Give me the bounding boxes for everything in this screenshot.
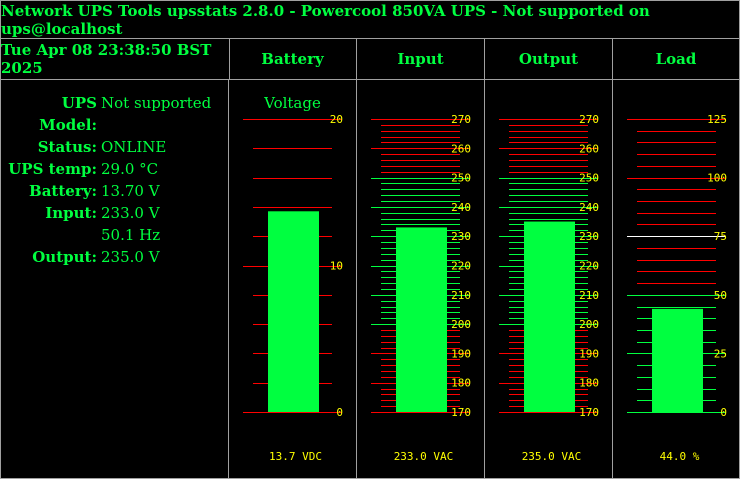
info-value: 50.1 Hz xyxy=(101,226,161,244)
info-value: 29.0 °C xyxy=(101,160,159,178)
info-label: Status: xyxy=(37,138,97,156)
gauge-bar-battery xyxy=(268,211,319,412)
tick-label: 250 xyxy=(579,172,599,185)
tick-label: 180 xyxy=(579,377,599,390)
gauge-title: Voltage xyxy=(263,94,321,112)
column-divider xyxy=(356,79,357,479)
gauge-bar-load xyxy=(652,308,703,412)
gauge-reading-input: 233.0 VAC xyxy=(394,450,454,463)
tick-label: 260 xyxy=(451,142,471,155)
datetime-cell: Tue Apr 08 23:38:50 BST 2025 xyxy=(1,39,230,80)
tick-label: 220 xyxy=(579,260,599,273)
tick-label: 170 xyxy=(451,406,471,419)
tick-label: 230 xyxy=(451,230,471,243)
info-label: Battery: xyxy=(29,182,97,200)
ups-info-table: UPS Model: Not supported Status: ONLINE UP… xyxy=(0,92,228,268)
info-value: 233.0 V xyxy=(101,204,160,222)
gauge-reading-output: 235.0 VAC xyxy=(522,450,582,463)
info-row-status: Status: ONLINE xyxy=(0,136,228,158)
column-header-output: Output xyxy=(485,39,613,80)
column-header-load: Load xyxy=(613,39,739,80)
tick-label: 180 xyxy=(451,377,471,390)
info-label: UPS Model: xyxy=(39,94,97,134)
info-label: Input: xyxy=(45,204,97,222)
column-header-input: Input xyxy=(357,39,485,80)
info-row-input: Input: 233.0 V xyxy=(0,202,228,224)
column-divider xyxy=(228,79,229,479)
tick-label: 240 xyxy=(579,201,599,214)
tick-label: 20 xyxy=(330,113,343,126)
tick-label: 10 xyxy=(330,260,343,273)
tick-label: 0 xyxy=(336,406,343,419)
tick-label: 190 xyxy=(579,347,599,360)
info-label: Output: xyxy=(32,248,97,266)
tick-label: 240 xyxy=(451,201,471,214)
gauge-bar-output xyxy=(524,221,575,412)
gauge-reading-battery: 13.7 VDC xyxy=(269,450,322,463)
page-title: Network UPS Tools upsstats 2.8.0 - Power… xyxy=(1,1,739,39)
info-label: UPS temp: xyxy=(8,160,97,178)
tick-label: 220 xyxy=(451,260,471,273)
gauge-reading-load: 44.0 % xyxy=(660,450,700,463)
info-value: ONLINE xyxy=(101,138,167,156)
info-value: 235.0 V xyxy=(101,248,160,266)
info-value: Not supported xyxy=(101,94,212,112)
info-row-frequency: 50.1 Hz xyxy=(0,224,228,246)
column-header-battery: Battery xyxy=(229,39,357,80)
tick-label: 0 xyxy=(720,406,727,419)
tick-label: 170 xyxy=(579,406,599,419)
info-row-model: UPS Model: Not supported xyxy=(0,92,228,136)
column-divider xyxy=(612,79,613,479)
gauge-bar-input xyxy=(396,227,447,412)
tick-label: 200 xyxy=(579,318,599,331)
tick-label: 250 xyxy=(451,172,471,185)
column-divider xyxy=(484,79,485,479)
tick-label: 75 xyxy=(714,230,727,243)
tick-label: 260 xyxy=(579,142,599,155)
info-value: 13.70 V xyxy=(101,182,160,200)
tick-label: 200 xyxy=(451,318,471,331)
tick-label: 50 xyxy=(714,289,727,302)
tick-label: 25 xyxy=(714,347,727,360)
tick-label: 230 xyxy=(579,230,599,243)
tick-label: 190 xyxy=(451,347,471,360)
tick-label: 210 xyxy=(451,289,471,302)
tick-label: 100 xyxy=(707,172,727,185)
info-row-output: Output: 235.0 V xyxy=(0,246,228,268)
tick-label: 270 xyxy=(451,113,471,126)
info-row-battery: Battery: 13.70 V xyxy=(0,180,228,202)
info-row-temp: UPS temp: 29.0 °C xyxy=(0,158,228,180)
tick-label: 210 xyxy=(579,289,599,302)
tick-label: 125 xyxy=(707,113,727,126)
tick-label: 270 xyxy=(579,113,599,126)
